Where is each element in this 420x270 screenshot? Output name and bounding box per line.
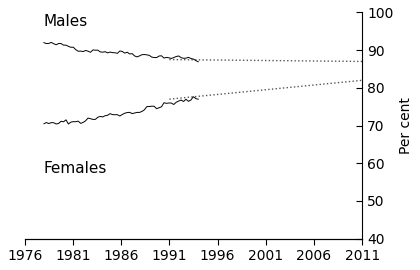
Y-axis label: Per cent: Per cent [399, 97, 413, 154]
Text: Males: Males [44, 14, 88, 29]
Text: Females: Females [44, 161, 107, 176]
